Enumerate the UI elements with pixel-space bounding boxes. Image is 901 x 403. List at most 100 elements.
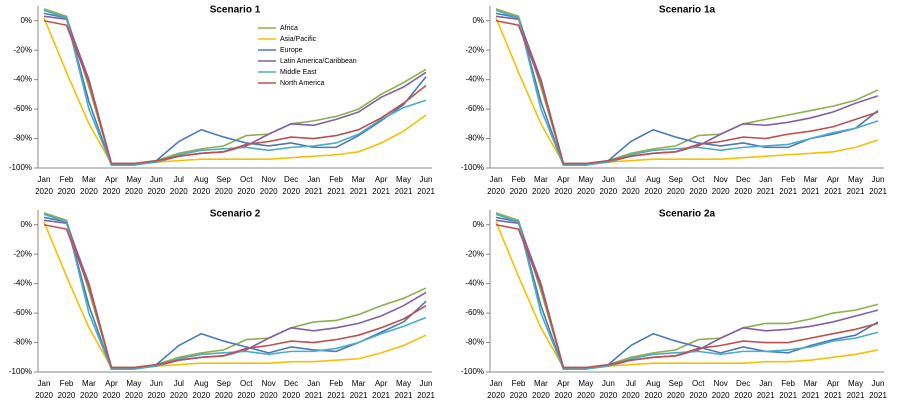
x-tick-label: Jan 2021 — [305, 175, 323, 196]
y-tick-label: -80% — [13, 134, 32, 143]
x-tick-label: Dec 2020 — [734, 379, 752, 400]
x-tick-label: Jun 2020 — [147, 175, 165, 196]
y-tick-label: 0% — [472, 220, 484, 229]
y-tick-label: -100% — [461, 163, 484, 172]
y-tick-label: -60% — [13, 104, 32, 113]
chart-title: Scenario 1a — [659, 5, 716, 16]
series-line — [495, 12, 879, 166]
x-tick-label: May 2021 — [395, 175, 413, 196]
x-tick-label: May 2021 — [847, 175, 865, 196]
x-tick-label: Dec 2020 — [282, 379, 300, 400]
x-tick-label: Nov 2020 — [712, 175, 730, 196]
chart-title: Scenario 1 — [210, 5, 261, 16]
x-tick-label: Aug 2020 — [192, 379, 210, 400]
x-tick-label: Nov 2020 — [260, 379, 278, 400]
legend-label: Asia/Pacific — [280, 36, 317, 43]
x-tick-label: Sep 2020 — [667, 175, 685, 196]
x-tick-label: May 2020 — [125, 379, 143, 400]
x-tick-label: Mar 2020 — [80, 175, 98, 196]
series-line — [43, 223, 427, 369]
y-tick-label: -40% — [13, 75, 32, 84]
x-tick-label: Apr 2020 — [555, 175, 573, 196]
series-line — [495, 223, 879, 369]
y-tick-label: -80% — [13, 338, 32, 347]
x-tick-label: Feb 2021 — [327, 379, 345, 400]
chart-title: Scenario 2a — [659, 209, 716, 220]
x-tick-label: Jul 2020 — [170, 379, 188, 400]
series-line — [43, 216, 427, 370]
x-tick-label: Feb 2020 — [510, 175, 528, 196]
x-tick-label: Sep 2020 — [667, 379, 685, 400]
y-tick-label: 0% — [472, 16, 484, 25]
legend-label: North America — [280, 80, 324, 87]
x-tick-label: Jul 2020 — [622, 175, 640, 196]
x-tick-label: Apr 2021 — [824, 175, 842, 196]
x-tick-label: Feb 2020 — [58, 175, 76, 196]
legend-label: Latin America/Caribbean — [280, 58, 357, 65]
x-tick-label: Apr 2021 — [372, 379, 390, 400]
chart-title: Scenario 2 — [210, 209, 261, 220]
x-tick-label: Jan 2020 — [487, 379, 505, 400]
x-tick-label: Apr 2020 — [555, 379, 573, 400]
series-line — [495, 9, 879, 166]
x-tick-label: Jan 2021 — [757, 379, 775, 400]
series-line — [495, 213, 879, 370]
x-tick-label: Mar 2020 — [532, 175, 550, 196]
x-tick-label: Jul 2020 — [170, 175, 188, 196]
y-tick-label: -20% — [13, 45, 32, 54]
x-tick-label: Jan 2021 — [757, 175, 775, 196]
x-tick-label: Feb 2020 — [58, 379, 76, 400]
series-line — [43, 19, 427, 165]
x-tick-label: Aug 2020 — [644, 379, 662, 400]
x-tick-label: Jan 2020 — [487, 175, 505, 196]
x-tick-label: Aug 2020 — [644, 175, 662, 196]
x-tick-label: May 2021 — [847, 379, 865, 400]
x-tick-label: Dec 2020 — [734, 175, 752, 196]
y-tick-label: -40% — [465, 279, 484, 288]
x-tick-label: May 2020 — [577, 379, 595, 400]
y-tick-label: -100% — [461, 367, 484, 376]
x-tick-label: Sep 2020 — [215, 175, 233, 196]
x-tick-label: Jun 2021 — [869, 175, 887, 196]
x-tick-label: Mar 2020 — [80, 379, 98, 400]
y-tick-label: -40% — [13, 279, 32, 288]
x-tick-label: Feb 2021 — [779, 175, 797, 196]
x-tick-label: Oct 2020 — [689, 379, 707, 400]
y-tick-label: -80% — [465, 134, 484, 143]
series-line — [495, 216, 879, 370]
x-tick-label: Aug 2020 — [192, 175, 210, 196]
x-tick-label: Jun 2020 — [599, 379, 617, 400]
x-tick-label: Oct 2020 — [689, 175, 707, 196]
series-line — [43, 9, 427, 166]
y-tick-label: -60% — [465, 308, 484, 317]
x-tick-label: Feb 2021 — [779, 379, 797, 400]
series-line — [43, 12, 427, 166]
x-tick-label: Oct 2020 — [237, 175, 255, 196]
x-tick-label: Mar 2021 — [802, 379, 820, 400]
x-tick-label: Feb 2021 — [327, 175, 345, 196]
y-tick-label: -80% — [465, 338, 484, 347]
legend-label: Europe — [280, 47, 303, 54]
x-tick-label: Nov 2020 — [712, 379, 730, 400]
y-tick-label: -20% — [465, 249, 484, 258]
x-tick-label: Jun 2020 — [147, 379, 165, 400]
x-tick-label: Dec 2020 — [282, 175, 300, 196]
x-tick-label: Nov 2020 — [260, 175, 278, 196]
x-tick-label: May 2020 — [125, 175, 143, 196]
x-tick-label: Feb 2020 — [510, 379, 528, 400]
y-tick-label: -20% — [465, 45, 484, 54]
x-tick-label: Jan 2020 — [35, 175, 53, 196]
x-tick-label: Apr 2021 — [824, 379, 842, 400]
x-tick-label: Apr 2021 — [372, 175, 390, 196]
series-line — [495, 19, 879, 165]
x-tick-label: Mar 2021 — [350, 175, 368, 196]
x-tick-label: Jun 2020 — [599, 175, 617, 196]
x-tick-label: Mar 2020 — [532, 379, 550, 400]
x-tick-label: Jun 2021 — [417, 175, 435, 196]
x-tick-label: Jul 2020 — [622, 379, 640, 400]
x-tick-label: Oct 2020 — [237, 379, 255, 400]
y-tick-label: 0% — [20, 16, 32, 25]
x-tick-label: Jan 2021 — [305, 379, 323, 400]
x-tick-label: May 2020 — [577, 175, 595, 196]
